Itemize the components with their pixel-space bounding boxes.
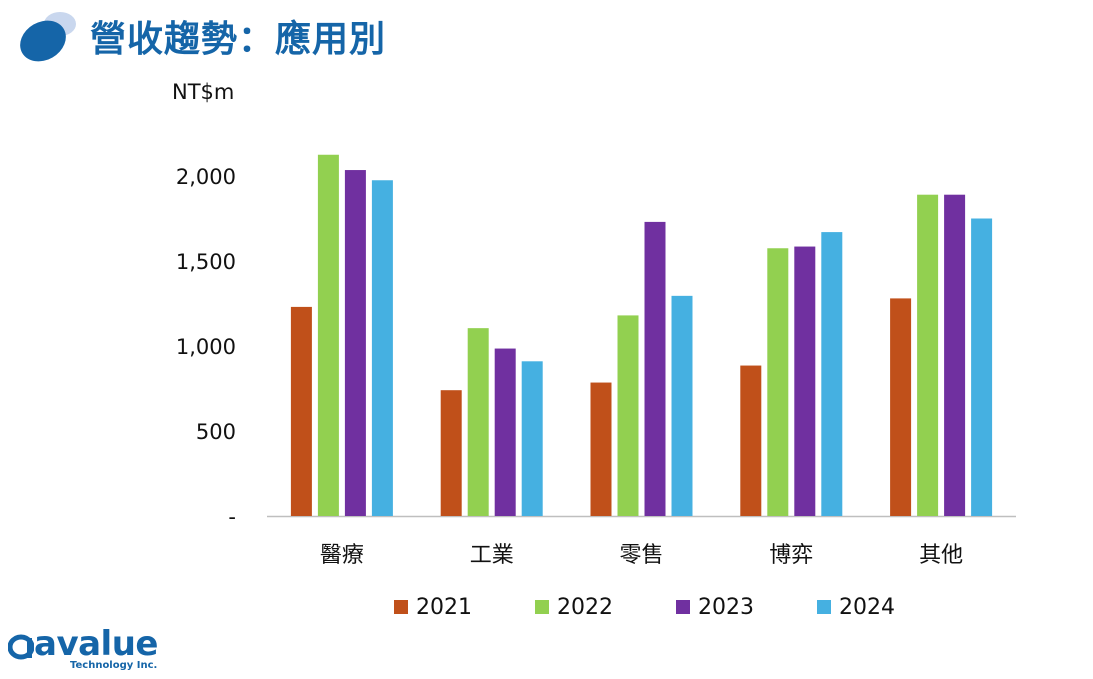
y-tick-label: - xyxy=(228,505,236,529)
bar-2022 xyxy=(317,154,339,516)
legend-swatch xyxy=(394,600,408,614)
bar-2024 xyxy=(521,361,543,516)
bar-2021 xyxy=(890,298,912,516)
x-tick-label: 博弈 xyxy=(769,543,813,568)
x-tick-label: 工業 xyxy=(470,543,514,568)
legend-item-2024: 2024 xyxy=(817,595,958,620)
bar-2023 xyxy=(344,170,366,517)
y-tick-label: 2,000 xyxy=(176,165,236,189)
bar-2023 xyxy=(494,348,516,516)
bar-2021 xyxy=(590,382,612,516)
legend-label: 2024 xyxy=(839,594,895,620)
title-bullet-icon xyxy=(20,12,76,62)
logo-wordmark: avalue xyxy=(34,624,158,664)
bar-2022 xyxy=(767,248,789,516)
x-tick-label: 其他 xyxy=(919,543,963,568)
chart-legend: 2021 2022 2023 2024 xyxy=(394,592,958,622)
legend-swatch xyxy=(817,600,831,614)
bar-2021 xyxy=(290,306,312,516)
bar-2024 xyxy=(371,180,393,516)
legend-label: 2023 xyxy=(698,594,754,620)
logo-a-icon xyxy=(8,634,34,660)
x-tick-label: 零售 xyxy=(619,543,663,568)
y-tick-label: 1,500 xyxy=(176,250,236,274)
y-tick-label: 1,000 xyxy=(176,335,236,359)
bar-2021 xyxy=(740,365,762,516)
bar-2023 xyxy=(794,246,816,517)
slide-header: 營收趨勢：應用別 xyxy=(20,8,386,64)
legend-label: 2021 xyxy=(416,594,472,620)
bar-2023 xyxy=(644,221,666,516)
bar-2024 xyxy=(971,218,993,516)
bar-2022 xyxy=(917,194,939,516)
bar-2024 xyxy=(671,295,693,516)
page-title: 營收趨勢：應用別 xyxy=(90,19,387,60)
legend-swatch xyxy=(535,600,549,614)
y-axis-unit-label: NT$m xyxy=(172,80,235,104)
x-tick-label: 醫療 xyxy=(320,543,364,568)
bar-2022 xyxy=(467,328,489,516)
legend-swatch xyxy=(676,600,690,614)
legend-item-2023: 2023 xyxy=(676,595,817,620)
bar-2024 xyxy=(821,232,843,516)
logo-subtext: Technology Inc. xyxy=(70,660,158,671)
legend-label: 2022 xyxy=(557,594,613,620)
bar-2022 xyxy=(617,315,639,516)
legend-item-2021: 2021 xyxy=(394,595,535,620)
company-logo: avalue Technology Inc. xyxy=(8,624,168,676)
y-tick-label: 500 xyxy=(196,420,236,444)
bar-2021 xyxy=(440,390,462,516)
bar-2023 xyxy=(944,194,966,516)
legend-item-2022: 2022 xyxy=(535,595,676,620)
